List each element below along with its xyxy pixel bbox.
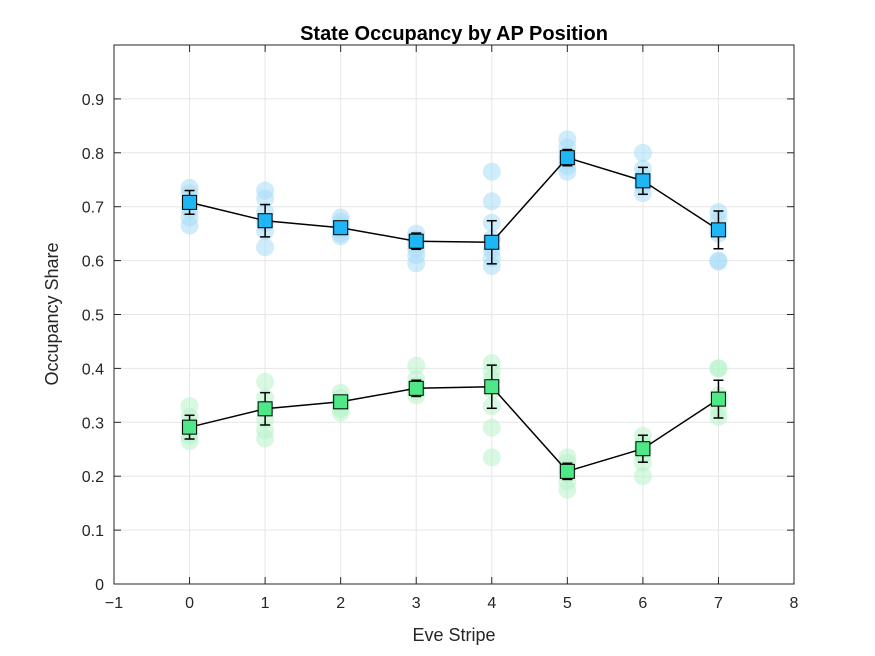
sample-point — [407, 254, 426, 273]
chart-title: State Occupancy by AP Position — [300, 23, 608, 45]
x-tick-label: 8 — [790, 595, 799, 612]
sample-point — [256, 189, 275, 208]
axes-box — [113, 44, 795, 585]
sample-point — [558, 162, 577, 181]
tick-labels: −1 0 1 2 3 4 5 6 7 800.10.20.30.40.50.60.70.80.9 — [82, 92, 799, 612]
x-tick-label: 2 — [336, 595, 345, 612]
y-tick-label: 0.6 — [82, 254, 104, 271]
mean-marker — [710, 222, 726, 238]
mean-marker — [257, 213, 273, 229]
y-tick-label: 0.4 — [82, 361, 104, 378]
sample-point — [482, 162, 501, 181]
mean-marker — [333, 394, 349, 410]
x-tick-label: −1 — [105, 595, 123, 612]
mean-marker — [333, 220, 349, 236]
sample-point — [482, 448, 501, 467]
mean-marker — [408, 233, 424, 249]
y-tick-label: 0.9 — [82, 92, 104, 109]
sample-point — [256, 372, 275, 391]
y-axis-label: Occupancy Share — [42, 242, 62, 385]
mean-markers — [182, 150, 726, 479]
x-axis-label: Eve Stripe — [412, 625, 495, 645]
x-tick-label: 7 — [714, 595, 723, 612]
y-tick-label: 0.8 — [82, 146, 104, 163]
mean-marker — [559, 150, 575, 166]
y-tick-label: 0.1 — [82, 523, 104, 540]
sample-point — [633, 143, 652, 162]
mean-marker — [408, 380, 424, 396]
sample-point — [709, 359, 728, 378]
mean-marker — [635, 441, 651, 457]
mean-line — [189, 385, 719, 473]
mean-marker — [182, 419, 198, 435]
x-tick-label: 1 — [261, 595, 270, 612]
x-tick-label: 0 — [185, 595, 194, 612]
mean-marker — [257, 401, 273, 417]
sample-point — [633, 467, 652, 486]
sample-point — [407, 356, 426, 375]
mean-lines — [189, 156, 719, 473]
mean-marker — [559, 463, 575, 479]
x-tick-label: 5 — [563, 595, 572, 612]
mean-marker — [484, 379, 500, 395]
mean-marker — [484, 234, 500, 250]
x-tick-label: 3 — [412, 595, 421, 612]
sample-point — [482, 418, 501, 437]
y-tick-label: 0.2 — [82, 469, 104, 486]
mean-marker — [710, 391, 726, 407]
sample-point — [256, 238, 275, 257]
mean-marker — [182, 194, 198, 210]
sample-point — [256, 429, 275, 448]
sample-point — [558, 480, 577, 499]
sample-point — [482, 192, 501, 211]
mean-marker — [635, 173, 651, 189]
grid — [114, 45, 794, 584]
sample-point — [180, 216, 199, 235]
x-tick-label: 6 — [638, 595, 647, 612]
y-tick-label: 0.7 — [82, 200, 104, 217]
y-tick-label: 0 — [95, 577, 104, 594]
sample-point — [709, 252, 728, 271]
y-tick-label: 0.3 — [82, 415, 104, 432]
x-tick-label: 4 — [487, 595, 496, 612]
y-tick-label: 0.5 — [82, 308, 104, 325]
sample-point — [482, 256, 501, 275]
mean-line — [189, 156, 719, 244]
sample-point — [180, 432, 199, 451]
